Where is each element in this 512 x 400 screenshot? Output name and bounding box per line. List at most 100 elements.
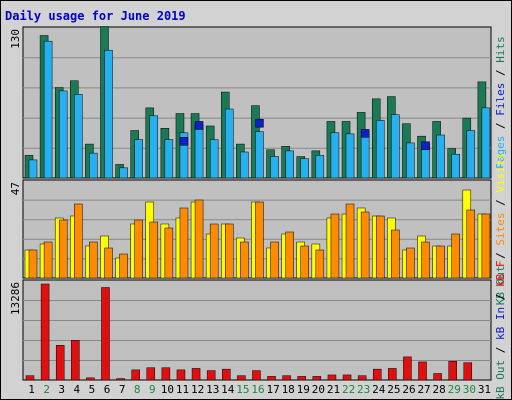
bar-sites [330, 213, 340, 279]
bar-sites [164, 227, 174, 279]
bar-sites [104, 247, 113, 279]
bar-kb-f [463, 362, 473, 381]
day-label: 9 [149, 383, 156, 396]
bar-sites [345, 203, 355, 279]
bar-files [89, 152, 98, 179]
bar-sites [436, 245, 445, 279]
bar-kb-f [25, 375, 35, 381]
bar-files [406, 142, 415, 179]
day-label: 18 [282, 383, 295, 396]
bar-kb-f [222, 368, 231, 381]
bar-files [481, 107, 491, 179]
bar-kb-f [282, 375, 291, 381]
bar-pages [194, 121, 204, 130]
bar-kb-f [101, 287, 110, 381]
day-label: 10 [161, 383, 174, 396]
legend-entry: KB Out [494, 265, 507, 305]
bar-sites [391, 229, 400, 279]
bar-kb-f [372, 368, 382, 381]
bar-kb-f [237, 375, 246, 381]
bar-files [391, 114, 400, 179]
legend-entry: / [494, 116, 507, 136]
bar-files [285, 150, 294, 179]
bar-files [300, 158, 309, 179]
bar-sites [406, 247, 415, 279]
chart-title: Daily usage for June 2019 [5, 9, 186, 23]
bar-files [451, 154, 460, 179]
bar-sites [240, 241, 249, 279]
bar-kb-f [161, 367, 171, 381]
day-label: 3 [58, 383, 65, 396]
bar-files [28, 159, 38, 179]
bar-kb-f [342, 374, 352, 381]
bar-files [255, 131, 264, 179]
panel-visits-sites-legend: KB Out / Sites / Visits [494, 153, 507, 305]
bar-sites [481, 213, 491, 279]
panel-kb-bg [22, 279, 492, 381]
panel-kb-legend: kB Out / kB In / kB F [494, 260, 507, 399]
bar-sites [466, 209, 476, 279]
bar-kb-f [131, 369, 140, 381]
bar-files [149, 115, 159, 179]
bar-files [164, 139, 174, 179]
day-label: 25 [387, 383, 400, 396]
day-label: 31 [478, 383, 491, 396]
bar-sites [149, 221, 159, 279]
legend-entry: kB In [494, 307, 507, 340]
day-label: 6 [104, 383, 111, 396]
legend-entry: / [494, 63, 507, 83]
day-label: 20 [312, 383, 325, 396]
bar-kb-f [55, 345, 65, 381]
bar-sites [270, 241, 279, 279]
legend-entry: / [494, 246, 507, 266]
day-label: 15 [236, 383, 249, 396]
bar-sites [421, 241, 430, 279]
legend-entry: Hits [494, 36, 507, 63]
day-label: 11 [176, 383, 189, 396]
bar-files [134, 139, 143, 179]
panel-visits-sites-ymax-label: 47 [9, 182, 22, 195]
day-label: 19 [297, 383, 310, 396]
bar-kb-f [433, 373, 442, 381]
bar-files [43, 40, 53, 179]
bar-sites [225, 223, 234, 279]
day-label: 24 [372, 383, 386, 396]
bar-kb-f [146, 367, 156, 381]
bar-kb-f [176, 369, 186, 381]
bar-kb-f [297, 376, 306, 381]
bar-sites [134, 219, 143, 279]
legend-entry: kB Out [494, 360, 507, 400]
day-label: 2 [43, 383, 50, 396]
day-label: 4 [74, 383, 81, 396]
day-label: 21 [327, 383, 340, 396]
bar-files [74, 94, 83, 179]
bar-files [104, 49, 113, 179]
bar-sites [451, 233, 460, 279]
bar-files [240, 151, 249, 179]
bar-files [466, 130, 476, 179]
legend-entry: Pages [494, 136, 507, 169]
bar-kb-f [86, 377, 95, 381]
day-label: 30 [463, 383, 476, 396]
day-label: 7 [119, 383, 126, 396]
day-label: 27 [417, 383, 430, 396]
bar-sites [43, 241, 53, 279]
bar-kb-f [191, 368, 201, 381]
bar-kb-f [312, 376, 322, 381]
day-label: 12 [191, 383, 204, 396]
bar-kb-f [403, 356, 412, 381]
bar-files [315, 155, 325, 179]
bar-files [179, 132, 189, 179]
bar-files [119, 167, 128, 179]
bar-sites [255, 201, 264, 279]
day-label: 14 [221, 383, 235, 396]
bar-kb-f [206, 370, 216, 381]
bar-pages [360, 129, 370, 138]
bar-kb-f [357, 375, 367, 381]
bar-pages [421, 141, 430, 151]
bar-sites [360, 211, 370, 279]
legend-entry: Files [494, 83, 507, 116]
day-label: 5 [89, 383, 96, 396]
bar-kb-f [448, 360, 457, 381]
